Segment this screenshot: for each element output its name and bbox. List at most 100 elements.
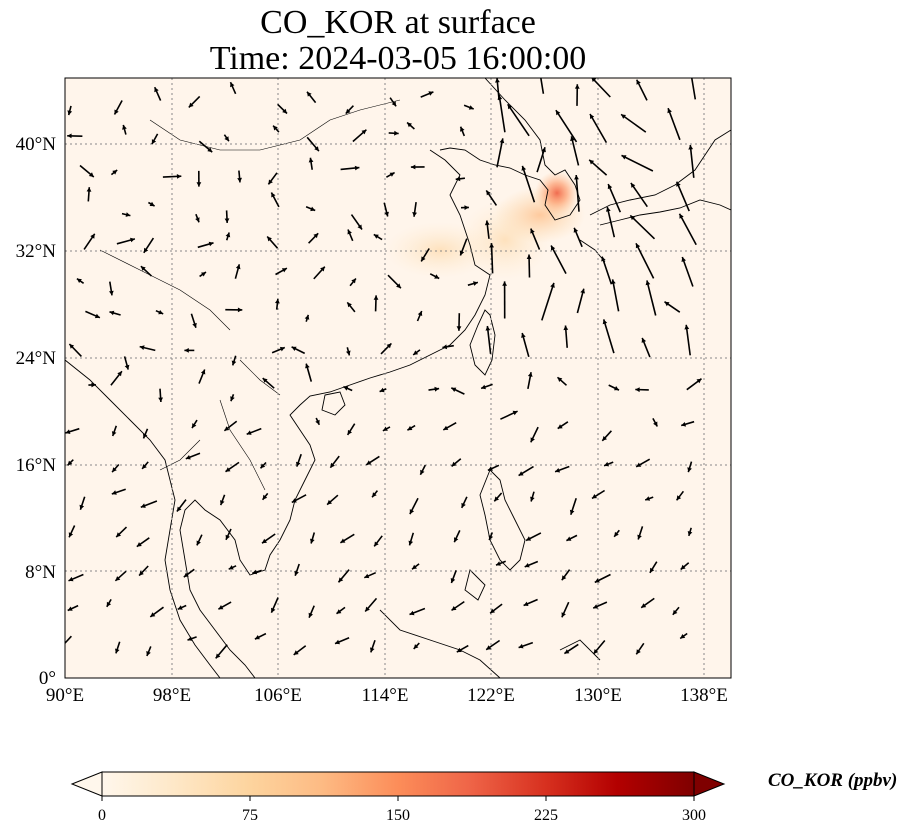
wind-vector-head bbox=[451, 461, 457, 467]
wind-vector-head bbox=[680, 564, 686, 570]
wind-vector-head bbox=[67, 110, 73, 116]
wind-vector-head bbox=[621, 114, 626, 119]
wind-vector-shaft bbox=[690, 78, 697, 100]
lon-tick-label: 114°E bbox=[362, 685, 409, 706]
wind-vector-head bbox=[495, 78, 500, 83]
wind-vector-head bbox=[111, 490, 117, 495]
wind-vector-head bbox=[68, 532, 74, 538]
wind-vector-head bbox=[154, 87, 159, 93]
wind-vector-head bbox=[308, 612, 313, 618]
wind-vector-head bbox=[343, 386, 349, 391]
wind-vector-head bbox=[195, 217, 200, 223]
wind-vector-shaft bbox=[685, 324, 691, 356]
wind-vector-head bbox=[275, 298, 280, 304]
wind-vector-head bbox=[230, 82, 235, 88]
wind-vector-shaft bbox=[498, 94, 506, 133]
wind-vector-head bbox=[420, 469, 425, 475]
wind-vector-shaft bbox=[620, 113, 647, 133]
wind-vector-head bbox=[551, 245, 556, 251]
wind-vector-head bbox=[67, 133, 72, 139]
wind-vector-head bbox=[176, 506, 182, 512]
wind-vector-head bbox=[481, 384, 486, 390]
wind-vector-head bbox=[140, 266, 146, 271]
wind-vector-head bbox=[636, 462, 642, 467]
wind-vector-head bbox=[310, 206, 316, 212]
wind-vector-head bbox=[384, 211, 389, 217]
wind-vector-head bbox=[602, 319, 608, 325]
wind-vector-head bbox=[139, 570, 144, 576]
wind-vector-head bbox=[607, 184, 613, 190]
colorbar-max-extend bbox=[693, 771, 726, 797]
wind-vector-head bbox=[364, 573, 370, 579]
wind-vector-head bbox=[125, 212, 131, 217]
wind-vector-shaft bbox=[541, 282, 555, 321]
wind-vector-head bbox=[456, 647, 462, 653]
wind-vector-head bbox=[442, 344, 448, 350]
wind-vector-head bbox=[136, 542, 142, 547]
wind-vector-shaft bbox=[681, 256, 694, 287]
wind-vector-head bbox=[374, 541, 379, 547]
wind-vector-head bbox=[412, 564, 417, 570]
wind-vector-shaft bbox=[540, 78, 545, 94]
colorbar-tick-label: 0 bbox=[98, 807, 106, 824]
wind-vector-head bbox=[224, 218, 230, 223]
wind-vector-shaft bbox=[521, 165, 536, 203]
wind-vector-shaft bbox=[507, 103, 530, 137]
wind-vector-head bbox=[273, 125, 278, 131]
wind-vector-head bbox=[555, 468, 561, 473]
wind-vector-head bbox=[484, 220, 490, 226]
wind-vector-head bbox=[679, 213, 684, 219]
lon-tick-label: 130°E bbox=[574, 685, 622, 706]
wind-vector-head bbox=[412, 212, 417, 217]
wind-vector-head bbox=[271, 607, 276, 613]
wind-vector-shaft bbox=[606, 206, 616, 238]
wind-vector-head bbox=[112, 170, 118, 175]
wind-vector-head bbox=[507, 104, 513, 110]
wind-vector-head bbox=[345, 108, 351, 114]
wind-vector-head bbox=[460, 126, 465, 132]
wind-vector-head bbox=[86, 187, 92, 192]
wind-vector-head bbox=[593, 649, 599, 654]
wind-vector-head bbox=[667, 108, 672, 114]
wind-vector-head bbox=[200, 369, 206, 375]
wind-vector-head bbox=[293, 650, 299, 655]
colorbar-tick-label: 300 bbox=[682, 807, 706, 824]
lon-tick-label: 106°E bbox=[254, 685, 302, 706]
wind-vector-head bbox=[451, 606, 457, 611]
wind-vector-head bbox=[338, 577, 344, 583]
wind-vector-head bbox=[389, 172, 395, 177]
wind-vector-head bbox=[521, 165, 527, 171]
wind-vector-head bbox=[681, 422, 687, 427]
wind-vector-head bbox=[370, 647, 375, 653]
wind-vector-head bbox=[486, 645, 492, 650]
wind-vector-head bbox=[122, 124, 127, 130]
wind-vector-head bbox=[530, 496, 535, 502]
wind-vector-head bbox=[254, 635, 260, 640]
wind-vector-head bbox=[76, 278, 82, 283]
wind-vector-shaft bbox=[601, 256, 613, 285]
plume-hotspot bbox=[535, 171, 579, 215]
wind-vector-head bbox=[192, 423, 197, 429]
wind-vector-shaft bbox=[675, 181, 690, 212]
map-background bbox=[65, 78, 731, 678]
wind-vector-head bbox=[373, 295, 379, 300]
map-title-line1: CO_KOR at surface bbox=[260, 4, 536, 41]
wind-vector-head bbox=[611, 279, 616, 285]
wind-vector-head bbox=[614, 386, 619, 391]
wind-vector-head bbox=[591, 78, 597, 82]
wind-vector-head bbox=[143, 247, 149, 253]
wind-vector-head bbox=[434, 274, 440, 279]
wind-vector-head bbox=[224, 136, 229, 142]
wind-vector-head bbox=[454, 537, 459, 543]
lon-tick-label: 98°E bbox=[153, 685, 191, 706]
lat-tick-label: 0° bbox=[39, 668, 56, 689]
wind-vector-head bbox=[574, 84, 580, 89]
wind-vector-head bbox=[410, 164, 416, 170]
wind-vector-head bbox=[313, 233, 319, 239]
wind-vector-shaft bbox=[629, 214, 656, 240]
wind-vector-head bbox=[112, 467, 117, 473]
wind-vector-head bbox=[177, 605, 183, 610]
wind-vector-head bbox=[187, 636, 193, 641]
wind-vector-head bbox=[215, 653, 221, 659]
wind-vector-head bbox=[347, 229, 352, 235]
